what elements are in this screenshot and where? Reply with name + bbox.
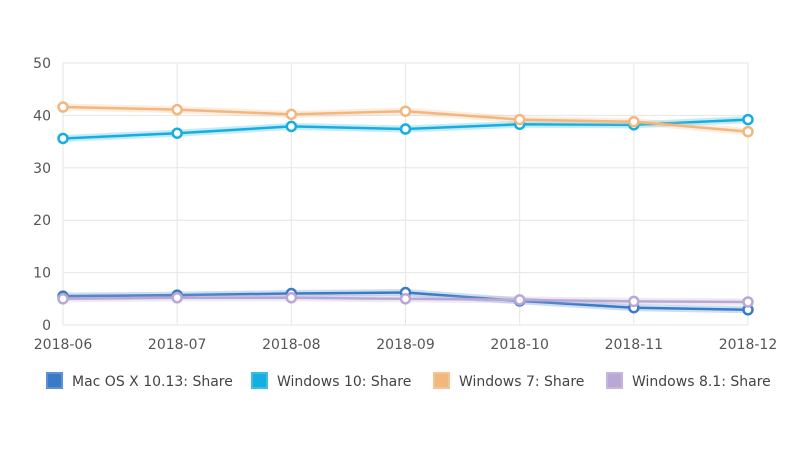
y-tick-label: 20 [33,213,51,229]
data-point [399,105,412,117]
legend-label: Windows 7: Share [459,374,584,390]
legend-label: Windows 10: Share [277,374,411,390]
data-point [171,103,183,116]
data-point [57,132,69,145]
x-tick-label: 2018-11 [605,337,664,353]
series-group [57,101,754,316]
data-point [171,292,183,304]
x-tick-label: 2018-06 [34,337,93,353]
data-point [513,113,526,126]
legend-label: Mac OS X 10.13: Share [72,374,233,390]
legend-swatch-border [606,372,623,389]
data-point [742,296,754,308]
series-3 [57,292,754,308]
grid [62,62,749,326]
x-tick-label: 2018-08 [262,337,321,353]
legend-swatch [251,372,268,389]
legend-swatch [606,372,623,389]
x-axis: 2018-06 2018-07 2018-08 2018-09 2018-10 2018-… [34,337,778,353]
legend-label: Windows 8.1: Share [632,374,771,390]
y-tick-label: 10 [33,266,51,282]
data-point [285,120,298,133]
y-tick-label: 50 [33,56,51,72]
data-point [171,127,183,139]
data-point [57,293,69,305]
x-tick-label: 2018-10 [490,337,549,353]
data-point [57,101,69,113]
data-point [628,115,640,128]
legend-swatch-border [251,372,268,389]
legend-swatch [433,372,450,389]
data-point [742,113,754,126]
data-point [513,294,526,306]
data-point [285,108,298,121]
legend-swatch [46,372,63,389]
data-point [742,125,754,138]
data-point [285,292,298,304]
x-tick-label: 2018-09 [376,337,435,353]
legend-swatch-border [46,372,63,389]
data-point [399,293,412,305]
y-tick-label: 40 [33,108,51,124]
data-point [628,295,640,308]
legend-swatch-border [433,372,450,389]
series-2 [57,101,754,138]
legend: Mac OS X 10.13: Share Windows 10: Share Wi… [46,372,771,390]
y-tick-label: 30 [33,161,51,177]
x-tick-label: 2018-12 [719,337,778,353]
data-point [399,123,412,135]
y-tick-label: 0 [42,318,51,334]
x-tick-label: 2018-07 [148,337,207,353]
y-axis: 0 10 20 30 40 50 [33,56,51,334]
